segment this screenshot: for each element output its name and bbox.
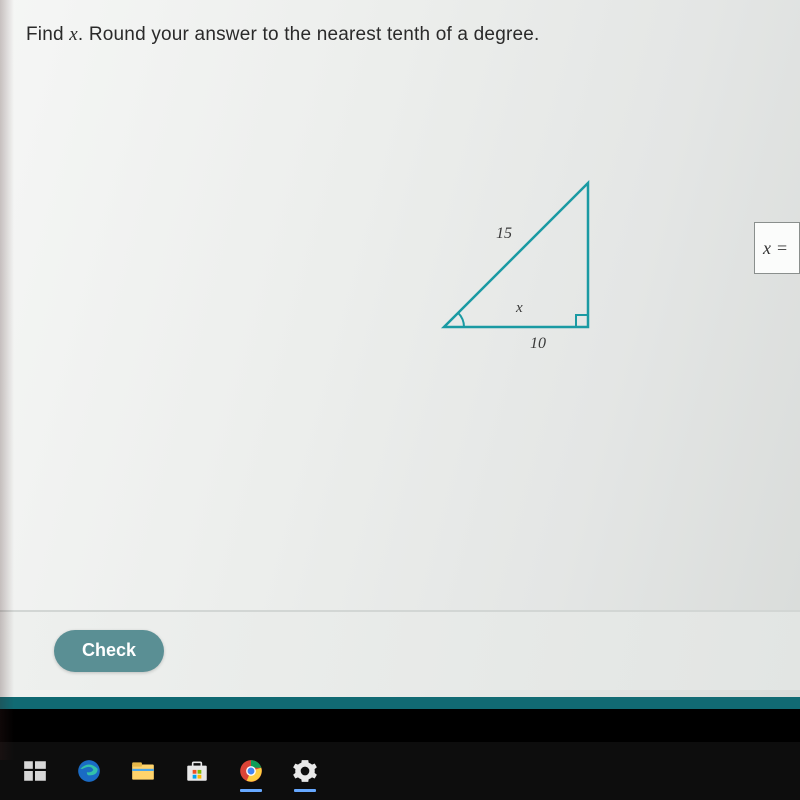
check-button[interactable]: Check: [54, 630, 164, 672]
label-base: 10: [530, 335, 546, 353]
file-explorer-icon[interactable]: [130, 758, 156, 784]
accent-stripe: [0, 697, 800, 709]
start-icon[interactable]: [22, 758, 48, 784]
answer-input-box[interactable]: x =: [754, 222, 800, 274]
triangle-svg: [420, 175, 620, 375]
question-suffix: . Round your answer to the nearest tenth…: [78, 24, 540, 45]
taskbar: [0, 742, 800, 800]
check-button-label: Check: [82, 640, 136, 661]
settings-active-underline: [294, 789, 316, 792]
label-hypotenuse: 15: [496, 225, 512, 243]
triangle-diagram: 15 x 10: [420, 175, 620, 375]
content-area: Find x. Round your answer to the nearest…: [0, 0, 800, 680]
footer-bar: Check: [0, 610, 800, 690]
question-variable: x: [69, 24, 78, 45]
chrome-active-underline: [240, 789, 262, 792]
label-angle-x: x: [516, 300, 523, 317]
question-prefix: Find: [26, 24, 69, 45]
question-text: Find x. Round your answer to the nearest…: [26, 24, 800, 46]
answer-variable: x: [763, 238, 771, 259]
chrome-icon[interactable]: [238, 758, 264, 784]
answer-equals: =: [777, 238, 787, 259]
edge-icon[interactable]: [76, 758, 102, 784]
screen: Find x. Round your answer to the nearest…: [0, 0, 800, 800]
microsoft-store-icon[interactable]: [184, 758, 210, 784]
settings-icon[interactable]: [292, 758, 318, 784]
